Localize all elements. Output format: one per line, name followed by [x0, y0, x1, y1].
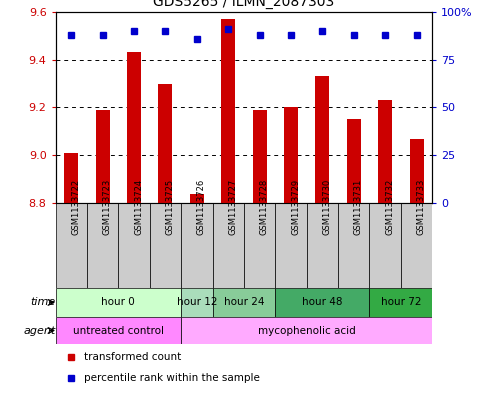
- Bar: [64, 153, 78, 203]
- Bar: [213, 203, 244, 288]
- Text: GSM1133726: GSM1133726: [197, 178, 206, 235]
- Bar: [410, 139, 424, 203]
- Text: GSM1133731: GSM1133731: [354, 178, 363, 235]
- Text: transformed count: transformed count: [84, 351, 181, 362]
- Text: untreated control: untreated control: [73, 325, 164, 336]
- Text: mycophenolic acid: mycophenolic acid: [258, 325, 355, 336]
- Text: hour 48: hour 48: [302, 298, 342, 307]
- Bar: [181, 203, 213, 288]
- Bar: [369, 203, 401, 288]
- Bar: [253, 110, 267, 203]
- Bar: [181, 288, 213, 317]
- Bar: [378, 100, 392, 203]
- Bar: [150, 203, 181, 288]
- Bar: [56, 288, 181, 317]
- Title: GDS5265 / ILMN_2087303: GDS5265 / ILMN_2087303: [153, 0, 335, 9]
- Bar: [275, 288, 369, 317]
- Bar: [118, 203, 150, 288]
- Text: hour 72: hour 72: [381, 298, 421, 307]
- Text: GSM1133723: GSM1133723: [103, 178, 112, 235]
- Text: agent: agent: [23, 325, 56, 336]
- Text: GSM1133732: GSM1133732: [385, 178, 394, 235]
- Bar: [190, 194, 204, 203]
- Bar: [244, 203, 275, 288]
- Bar: [347, 119, 361, 203]
- Bar: [158, 84, 172, 203]
- Bar: [56, 317, 181, 344]
- Text: GSM1133724: GSM1133724: [134, 178, 143, 235]
- Text: hour 12: hour 12: [177, 298, 217, 307]
- Bar: [221, 19, 235, 203]
- Bar: [181, 317, 432, 344]
- Bar: [127, 52, 141, 203]
- Text: hour 24: hour 24: [224, 298, 264, 307]
- Bar: [56, 203, 87, 288]
- Text: GSM1133733: GSM1133733: [416, 178, 426, 235]
- Text: GSM1133729: GSM1133729: [291, 178, 300, 235]
- Bar: [369, 288, 432, 317]
- Bar: [401, 203, 432, 288]
- Text: hour 0: hour 0: [101, 298, 135, 307]
- Text: time: time: [30, 298, 56, 307]
- Bar: [315, 76, 329, 203]
- Bar: [213, 288, 275, 317]
- Text: GSM1133725: GSM1133725: [165, 178, 174, 235]
- Text: GSM1133727: GSM1133727: [228, 178, 237, 235]
- Text: GSM1133730: GSM1133730: [323, 178, 331, 235]
- Text: GSM1133722: GSM1133722: [71, 178, 80, 235]
- Bar: [275, 203, 307, 288]
- Bar: [338, 203, 369, 288]
- Text: GSM1133728: GSM1133728: [260, 178, 269, 235]
- Bar: [96, 110, 110, 203]
- Text: percentile rank within the sample: percentile rank within the sample: [84, 373, 260, 383]
- Bar: [307, 203, 338, 288]
- Bar: [284, 108, 298, 203]
- Bar: [87, 203, 118, 288]
